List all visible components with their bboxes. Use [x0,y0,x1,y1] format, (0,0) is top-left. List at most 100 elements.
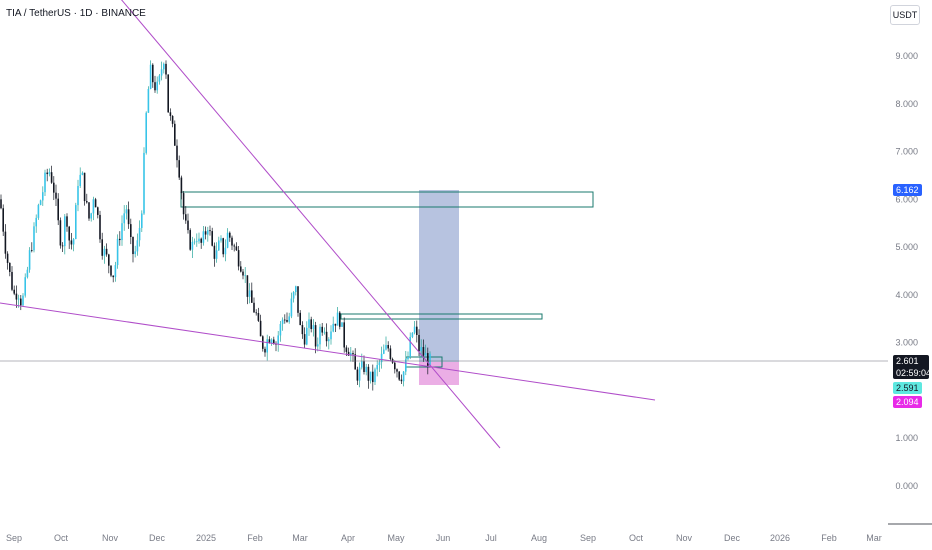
candle-body [246,275,249,297]
candle-body [279,324,282,336]
candle-body [99,214,101,240]
candle-body [235,246,238,251]
candle-body [385,345,387,350]
candle-body [37,204,40,218]
candle-body [237,250,240,267]
candle-body [411,332,414,337]
candle-body [57,198,59,221]
candle-body [354,354,356,370]
candle-body [407,356,409,360]
candle-body [394,362,396,370]
candle-body [132,236,134,255]
candle-body [108,254,110,266]
y-tick-label: 6.000 [895,194,918,204]
y-tick-label: 8.000 [895,99,918,109]
candle-body [55,192,57,199]
candle-body [187,220,189,231]
candle-body [20,298,22,306]
candle-body [257,313,260,321]
candle-body [158,75,161,82]
candle-body [130,224,132,237]
candle-body [336,312,339,326]
candle-body [398,371,400,380]
x-tick-label: Sep [6,533,22,543]
candle-body [242,271,244,276]
candle-body [343,322,345,348]
candle-body [22,295,24,306]
currency-button[interactable]: USDT [890,5,920,25]
candle-body [33,226,35,251]
candle-body [176,145,178,161]
candle-body [165,63,167,75]
candle-body [50,172,53,183]
candle-body [61,245,64,247]
y-tick-label: 3.000 [895,338,918,348]
candle-body [319,326,321,345]
candle-body [59,220,62,246]
candle-body [141,213,143,228]
candle-body [231,237,233,246]
candle-body [211,231,213,246]
candle-body [77,185,79,206]
candle-body [372,371,374,383]
candle-body [83,172,86,202]
candle-body [103,248,106,256]
candle-body [321,326,323,333]
candle-body [389,348,392,360]
candle-body [224,247,227,255]
x-tick-label: Feb [247,533,263,543]
candle-body [345,347,348,352]
candle-body [363,361,365,372]
candle-body [0,199,2,209]
candle-body [369,371,372,381]
candle-body [396,369,398,372]
candle-body [4,231,7,254]
candle-body [149,64,152,89]
drawing-boxes [180,191,594,368]
candle-body [312,325,315,330]
candle-body [134,251,136,255]
candle-body [105,248,108,255]
candle-body [6,253,9,263]
candle-body [367,366,370,381]
candle-body [292,292,295,299]
candle-body [332,323,334,332]
y-tick-label: 1.000 [895,433,918,443]
candle-body [405,359,407,372]
candle-body [213,245,216,259]
candle-body [220,238,222,241]
candle-body [191,241,194,250]
candle-body [90,213,92,219]
candle-body [70,240,73,245]
stop-price-tag: 2.094 [893,396,922,408]
x-tick-label: Sep [580,533,596,543]
candle-body [92,199,95,214]
candle-body [358,367,361,381]
target-zone [419,190,459,362]
candle-body [2,208,4,232]
descending-trendline [121,0,501,449]
symbol-title[interactable]: TIA / TetherUS · 1D · BINANCE [6,8,146,19]
resistance-box-lower [340,313,543,320]
candle-body [325,331,328,342]
candle-body [374,369,376,383]
candle-body [380,353,383,363]
target-price-tag: 6.162 [893,184,922,196]
candle-body [13,289,15,294]
x-tick-label: May [387,533,405,543]
candle-body [68,226,70,241]
candle-body [303,334,306,345]
candle-body [169,112,172,116]
candle-body [262,336,264,349]
candle-body [295,286,297,293]
candle-body [429,353,431,366]
candle-body [314,325,317,347]
candle-body [281,319,284,325]
candle-body [86,201,88,203]
candle-body [200,238,202,243]
candle-body [28,250,31,270]
candle-body [204,231,207,235]
candle-body [215,250,218,259]
